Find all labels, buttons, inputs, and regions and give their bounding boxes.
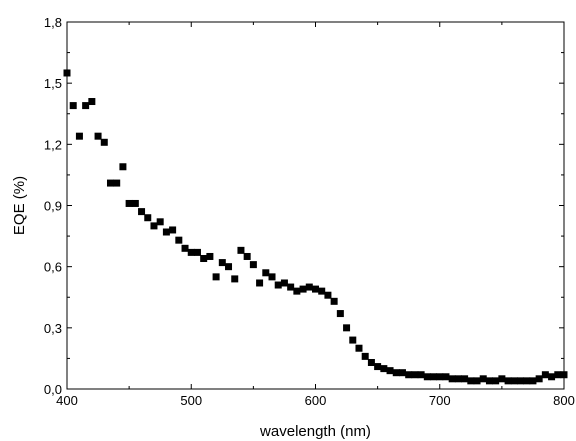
data-point [206,252,214,260]
axis-ticks [66,21,565,390]
x-tick-label: 600 [305,393,327,408]
data-point [504,377,512,385]
data-points [63,69,568,385]
data-point [318,287,326,295]
data-point [113,179,121,187]
data-point [554,371,562,379]
y-tick-label: 1,5 [44,76,62,91]
data-point [343,324,351,332]
data-point [94,132,102,140]
data-point [461,375,469,383]
data-point [473,377,481,385]
data-point [106,179,114,187]
data-point [225,263,233,271]
data-point [417,371,425,379]
data-point [479,375,487,383]
data-point [374,363,382,371]
data-point [423,373,431,381]
data-point [510,377,518,385]
data-point [355,344,363,352]
data-point [305,283,313,291]
data-point [386,367,394,375]
data-point [169,226,177,234]
data-point [262,269,270,277]
data-point [430,373,438,381]
data-point [268,273,276,281]
data-point [398,369,406,377]
data-point [485,377,493,385]
data-point [498,375,506,383]
data-point [492,377,500,385]
plot-frame [66,21,565,390]
data-point [75,132,83,140]
data-point [200,255,208,263]
data-point [280,279,288,287]
y-tick-label: 0,0 [44,382,62,397]
data-point [548,373,556,381]
data-point [454,375,462,383]
data-point [330,297,338,305]
x-tick-label: 800 [553,393,575,408]
x-tick-label: 400 [56,393,78,408]
data-point [336,310,344,318]
data-point [100,138,108,146]
data-point [162,228,170,236]
data-point [125,199,133,207]
data-point [187,248,195,256]
data-point [535,375,543,383]
data-point [436,373,444,381]
y-tick-label: 0,3 [44,321,62,336]
y-tick-label: 0,6 [44,260,62,275]
data-point [231,275,239,283]
data-point [212,273,220,281]
data-point [193,248,201,256]
y-axis-title: EQE (%) [11,176,28,235]
data-point [448,375,456,383]
data-point [256,279,264,287]
tick-labels: 400 500 600 700 800 0,0 0,3 0,6 0,9 1,2 1,5 1,8 [44,15,575,408]
data-point [144,214,152,222]
data-point [131,199,139,207]
data-point [312,285,319,293]
x-tick-label: 700 [429,393,451,408]
data-point [517,377,525,385]
data-point [119,163,127,171]
data-point [367,358,375,366]
data-point [237,246,245,254]
y-tick-label: 1,8 [44,15,62,30]
data-point [82,102,90,110]
data-point [218,259,226,267]
y-tick-label: 1,2 [44,137,62,152]
data-point [150,222,158,230]
data-point [156,218,164,226]
data-point [243,252,251,260]
data-point [249,261,257,269]
data-point [361,352,369,360]
data-point [405,371,413,379]
data-point [324,291,332,299]
data-point [349,336,357,344]
data-point [467,377,475,385]
data-point [392,369,400,377]
data-point [287,283,295,291]
data-point [175,236,183,244]
data-point [181,244,189,252]
data-point [299,285,307,293]
data-point [523,377,531,385]
data-point [138,208,146,216]
data-point [529,377,537,385]
data-point [88,98,96,106]
data-point [541,371,549,379]
data-point [293,287,301,295]
x-axis-title: wavelength (nm) [259,423,371,440]
x-tick-label: 500 [180,393,202,408]
data-point [411,371,419,379]
data-point [69,102,77,110]
data-point [274,281,282,289]
data-point [442,373,450,381]
data-point [380,365,388,373]
y-tick-label: 0,9 [44,199,62,214]
